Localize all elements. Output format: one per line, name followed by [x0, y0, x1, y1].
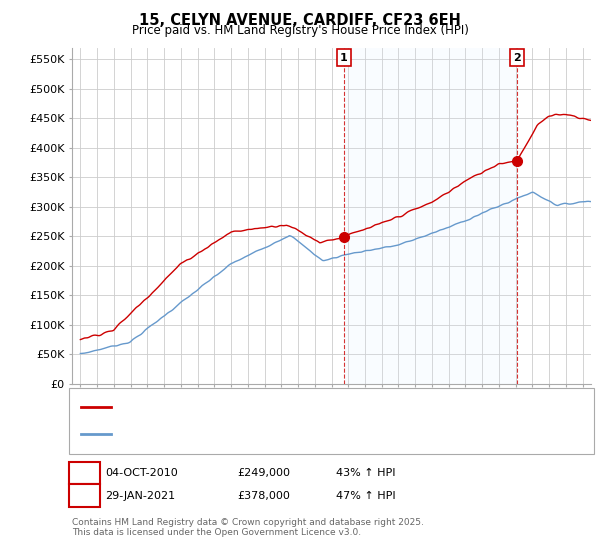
Text: 43% ↑ HPI: 43% ↑ HPI: [336, 468, 395, 478]
Text: £249,000: £249,000: [237, 468, 290, 478]
Text: 1: 1: [81, 468, 88, 478]
Bar: [344, 48, 517, 384]
Text: 47% ↑ HPI: 47% ↑ HPI: [336, 491, 395, 501]
Text: £378,000: £378,000: [237, 491, 290, 501]
Text: 15, CELYN AVENUE, CARDIFF, CF23 6EH (semi-detached house): 15, CELYN AVENUE, CARDIFF, CF23 6EH (sem…: [116, 402, 445, 412]
Text: 2: 2: [513, 53, 521, 63]
Text: 1: 1: [340, 53, 348, 63]
Text: Contains HM Land Registry data © Crown copyright and database right 2025.
This d: Contains HM Land Registry data © Crown c…: [72, 518, 424, 538]
Text: 04-OCT-2010: 04-OCT-2010: [105, 468, 178, 478]
Text: HPI: Average price, semi-detached house, Cardiff: HPI: Average price, semi-detached house,…: [116, 429, 373, 439]
Text: 15, CELYN AVENUE, CARDIFF, CF23 6EH: 15, CELYN AVENUE, CARDIFF, CF23 6EH: [139, 13, 461, 28]
Text: 2: 2: [81, 491, 88, 501]
Text: Price paid vs. HM Land Registry's House Price Index (HPI): Price paid vs. HM Land Registry's House …: [131, 24, 469, 37]
Text: 29-JAN-2021: 29-JAN-2021: [105, 491, 175, 501]
